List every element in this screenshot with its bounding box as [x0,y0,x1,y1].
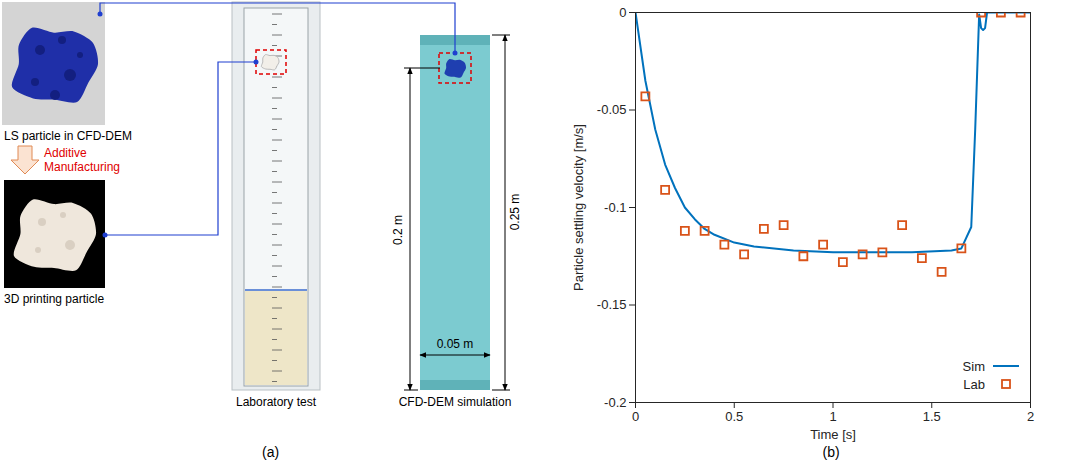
svg-text:0: 0 [632,409,639,424]
svg-text:CFD-DEM simulation: CFD-DEM simulation [399,395,512,409]
svg-text:2: 2 [1027,409,1034,424]
svg-text:0.2 m: 0.2 m [391,215,405,245]
svg-text:LS particle in CFD-DEM: LS particle in CFD-DEM [4,129,132,143]
svg-text:0.5: 0.5 [725,409,743,424]
html-text:Sim: Sim [962,358,985,374]
svg-text:-0.1: -0.1 [604,200,626,215]
html-text:(b): (b) [822,444,840,460]
svg-text:1.5: 1.5 [923,409,941,424]
html-text:Lab: Lab [963,376,985,392]
svg-text:3D printing particle: 3D printing particle [4,292,104,306]
svg-text:-0.15: -0.15 [597,297,627,312]
svg-text:0.05 m: 0.05 m [437,337,474,351]
svg-text:-0.05: -0.05 [597,102,627,117]
svg-text:Particle settling velocity [m/: Particle settling velocity [m/s] [571,124,586,291]
svg-text:Laboratory test: Laboratory test [236,395,317,409]
svg-text:0: 0 [619,5,626,20]
svg-text:AdditiveManufacturing: AdditiveManufacturing [44,146,120,174]
svg-text:-0.2: -0.2 [604,395,626,410]
svg-text:1: 1 [829,409,836,424]
svg-text:Time [s]: Time [s] [810,427,856,442]
html-text:(a): (a) [262,444,280,460]
svg-text:0.25 m: 0.25 m [508,194,522,231]
